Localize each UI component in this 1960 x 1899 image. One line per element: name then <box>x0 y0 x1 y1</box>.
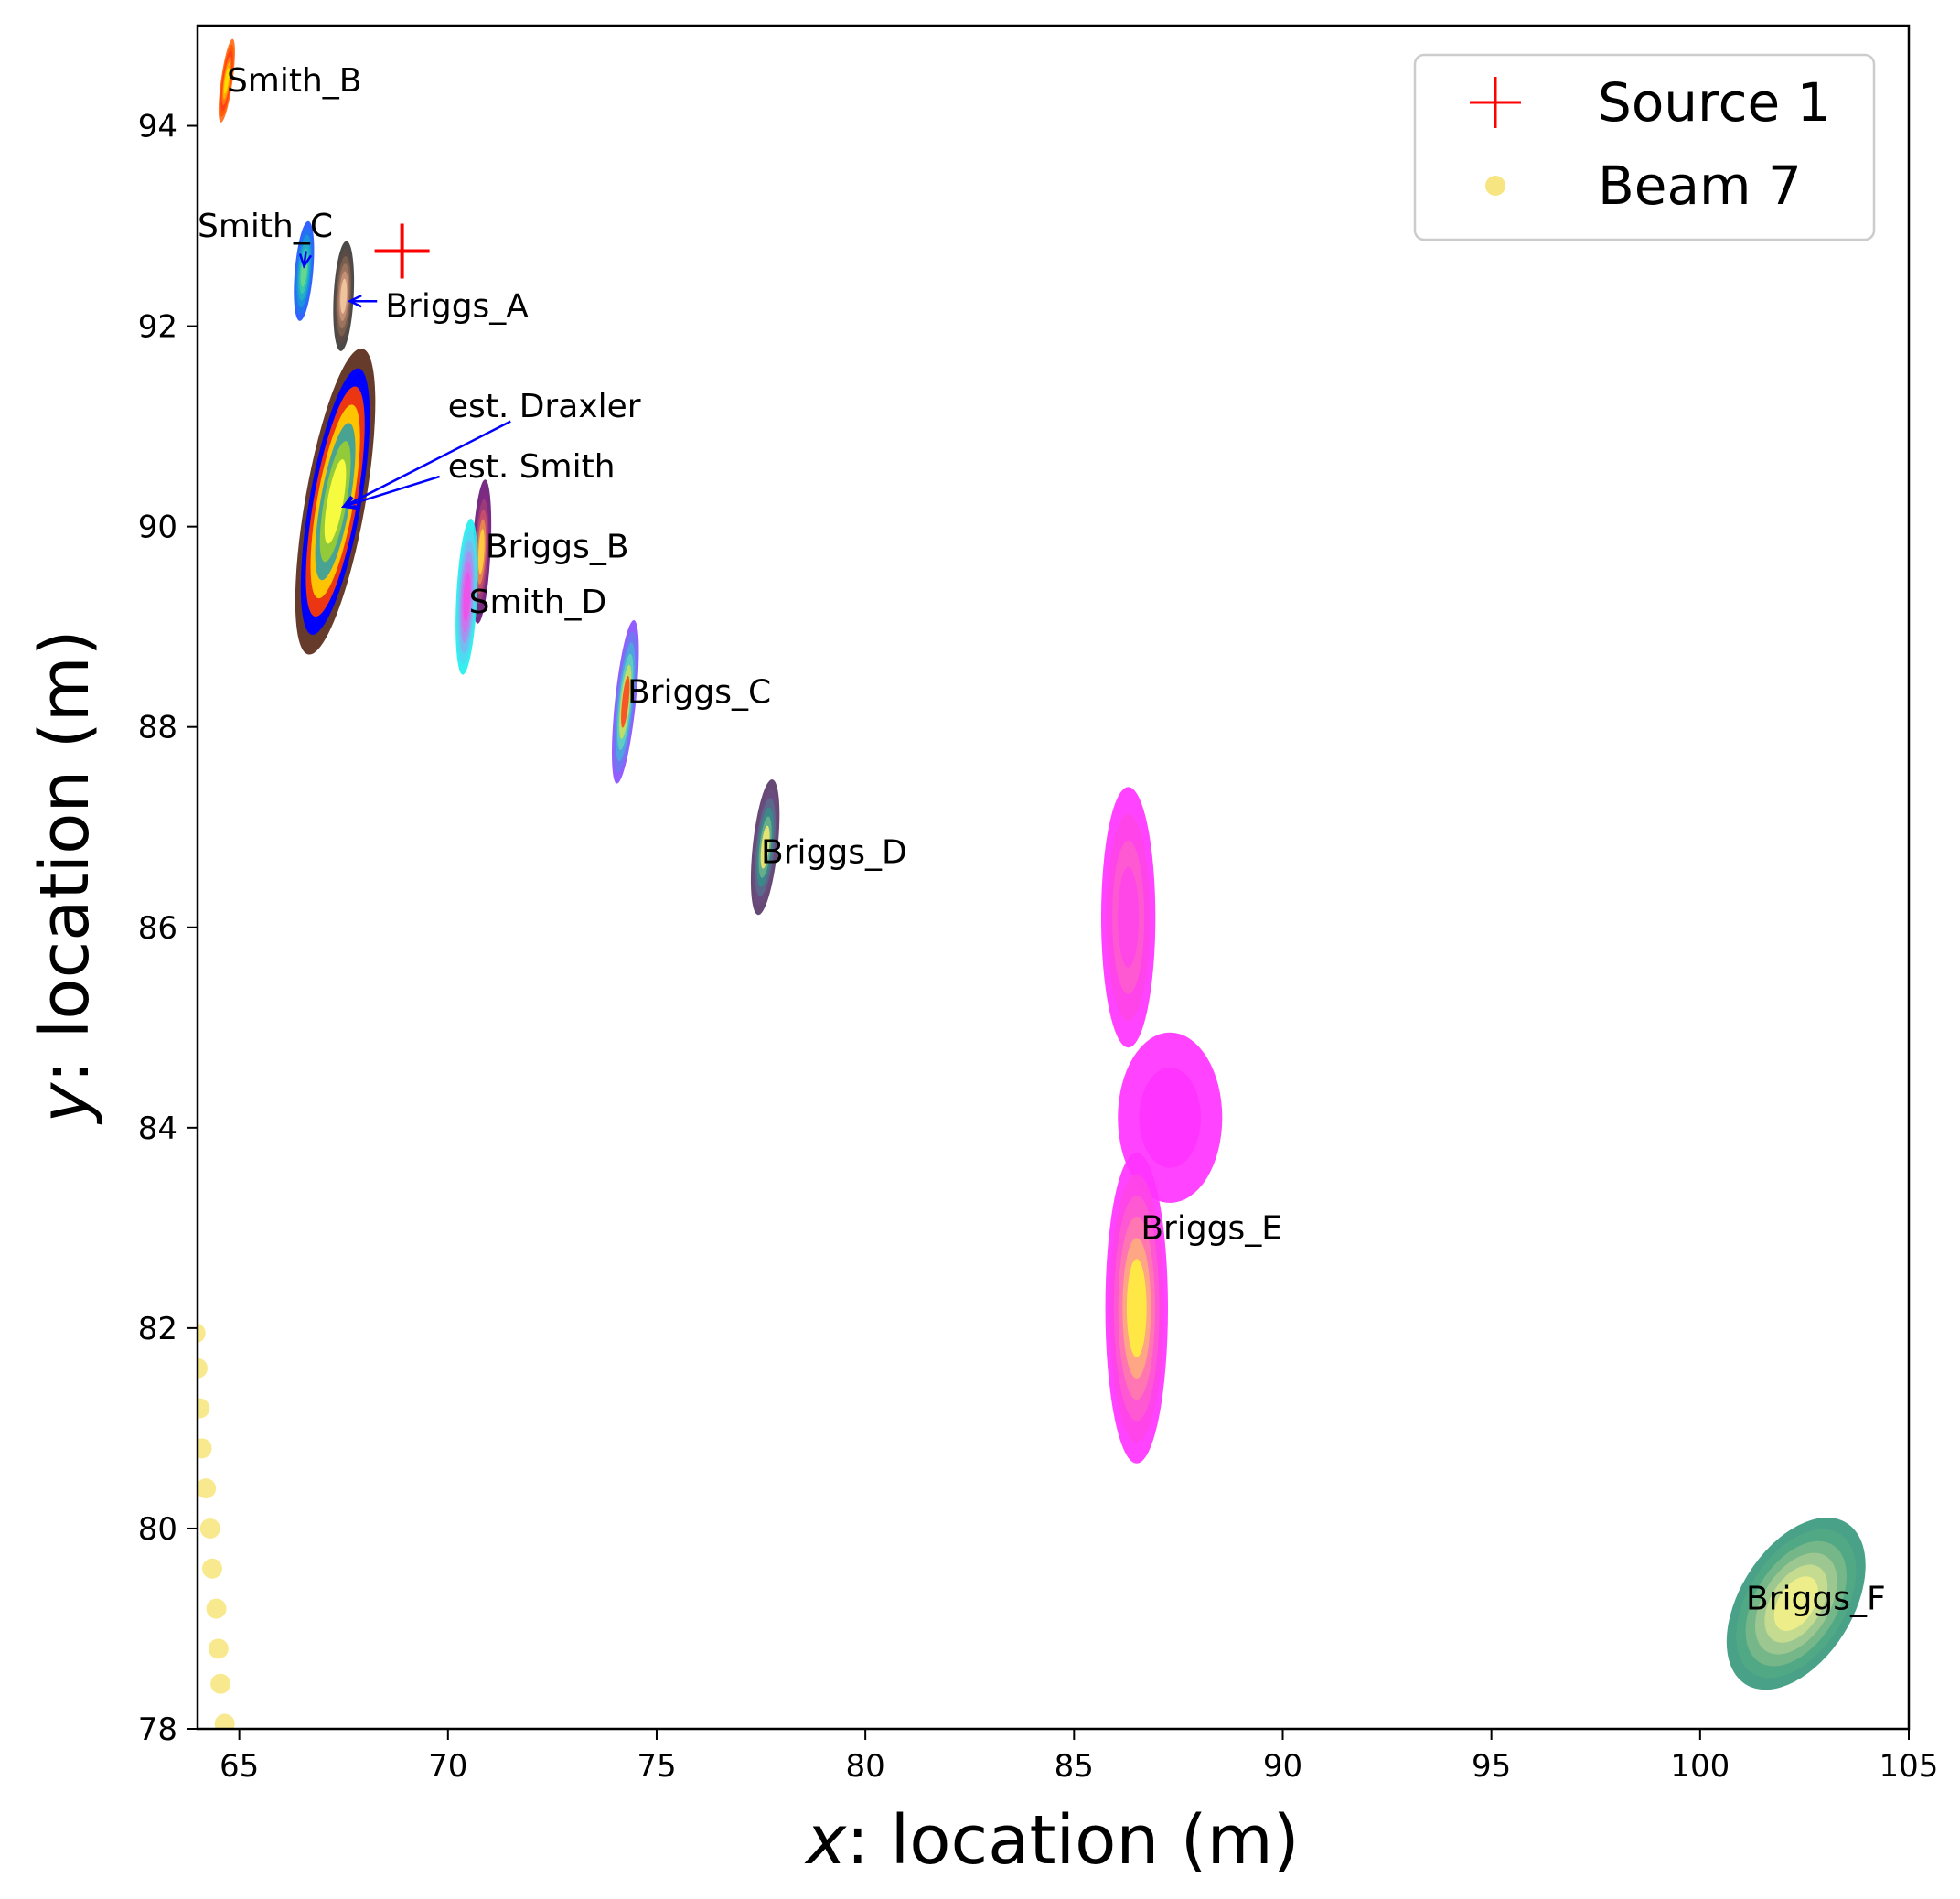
density-regions <box>218 38 1866 1690</box>
annotation-arrows <box>298 251 511 510</box>
y-axis-title: y: location (m) <box>26 629 104 1124</box>
density-est-smith-level <box>324 459 347 544</box>
arrow-est-smith <box>340 475 441 510</box>
beam-point <box>198 1438 212 1459</box>
label-briggs-f: Briggs_F <box>1746 1581 1886 1618</box>
y-tick-label: 88 <box>138 710 177 746</box>
density-briggs-e-upper <box>1100 787 1156 1048</box>
label-smith-d: Smith_D <box>469 584 607 621</box>
density-smith-d-level <box>463 572 471 622</box>
density-briggs-e-mid-level <box>1139 1067 1201 1168</box>
y-axis-ticks: 78 80 82 84 86 88 90 92 94 <box>138 109 198 1748</box>
x-tick-label: 90 <box>1263 1748 1302 1785</box>
density-briggs-d-level <box>760 825 770 869</box>
beam-point <box>199 1518 220 1539</box>
x-axis-rest: : location (m) <box>846 1801 1299 1880</box>
density-briggs-e-upper-level <box>1118 866 1140 968</box>
x-axis-var: x <box>804 1801 847 1880</box>
legend-source-marker <box>1470 77 1521 128</box>
beam-point <box>210 1673 231 1694</box>
label-briggs-c: Briggs_C <box>627 673 771 711</box>
arrow-head <box>298 253 313 269</box>
y-tick-label: 90 <box>138 510 177 546</box>
label-briggs-d: Briggs_D <box>761 834 907 872</box>
legend-beam-marker <box>1485 176 1505 196</box>
density-briggs-e-core-level <box>1126 1259 1147 1357</box>
region-labels: Smith_B Smith_C Briggs_A est. Draxler est. S… <box>198 62 1886 1617</box>
x-tick-label: 70 <box>428 1748 467 1785</box>
arrow-smith-c <box>298 251 313 269</box>
y-axis-rest: : location (m) <box>26 629 104 1082</box>
density-smith-b-level <box>224 67 230 94</box>
arrow-head <box>347 294 362 308</box>
density-briggs-d <box>750 779 780 916</box>
arrow-briggs-a <box>347 294 378 308</box>
beam-7-points <box>198 1323 235 1729</box>
label-briggs-b: Briggs_B <box>486 529 629 566</box>
x-tick-label: 105 <box>1880 1748 1939 1785</box>
density-smith-b <box>218 38 235 123</box>
beam-point <box>198 1323 206 1344</box>
arrow-line <box>343 420 511 508</box>
density-est-smith <box>301 368 370 635</box>
x-tick-label: 85 <box>1055 1748 1094 1785</box>
source-marker <box>374 223 430 279</box>
y-tick-label: 84 <box>138 1110 177 1147</box>
y-tick-label: 92 <box>138 309 177 346</box>
label-smith-c: Smith_C <box>198 208 333 245</box>
density-smith-d <box>455 518 478 675</box>
label-est-draxler: est. Draxler <box>448 388 641 425</box>
y-tick-label: 82 <box>138 1311 177 1347</box>
beam-point <box>198 1357 208 1379</box>
x-tick-label: 80 <box>846 1748 885 1785</box>
y-tick-label: 86 <box>138 910 177 947</box>
beam-point <box>201 1558 222 1579</box>
source-markers <box>374 223 430 279</box>
density-briggs-a-level <box>340 278 348 314</box>
plot-frame <box>196 24 1911 1731</box>
arrow-line <box>343 475 441 508</box>
label-est-smith: est. Smith <box>448 448 616 486</box>
legend: Source 1 Beam 7 <box>1413 53 1876 241</box>
density-briggs-e-core <box>1105 1153 1168 1464</box>
y-tick-label: 78 <box>138 1711 177 1748</box>
density-briggs-c <box>612 619 639 784</box>
density-briggs-b-level <box>477 529 485 574</box>
x-tick-label: 75 <box>637 1748 676 1785</box>
arrow-head <box>340 497 357 510</box>
legend-box <box>1413 53 1876 241</box>
legend-label-source: Source 1 <box>1598 71 1831 134</box>
x-tick-label: 65 <box>220 1748 259 1785</box>
density-briggs-f-level <box>1773 1576 1818 1631</box>
density-smith-c <box>294 220 315 321</box>
x-axis-title: x: location (m) <box>804 1801 1299 1880</box>
x-tick-label: 100 <box>1670 1748 1730 1785</box>
density-briggs-e <box>1100 787 1223 1464</box>
beam-point <box>198 1478 217 1499</box>
beam-point <box>214 1713 235 1729</box>
y-tick-label: 94 <box>138 109 177 145</box>
x-tick-label: 95 <box>1472 1748 1511 1785</box>
density-briggs-a <box>333 241 355 351</box>
y-tick-label: 80 <box>138 1511 177 1548</box>
label-briggs-a: Briggs_A <box>385 288 529 326</box>
x-axis-ticks: 65 70 75 80 85 90 95 100 105 <box>220 1729 1938 1785</box>
beam-point <box>208 1638 229 1659</box>
density-briggs-f <box>1726 1518 1866 1690</box>
y-axis-var: y <box>26 1082 104 1125</box>
label-smith-b: Smith_B <box>227 62 362 100</box>
beam-point <box>206 1598 227 1619</box>
beam-point <box>198 1398 210 1419</box>
legend-label-beam: Beam 7 <box>1598 155 1802 217</box>
density-briggs-c-level <box>621 676 630 728</box>
label-briggs-e: Briggs_E <box>1141 1209 1282 1247</box>
